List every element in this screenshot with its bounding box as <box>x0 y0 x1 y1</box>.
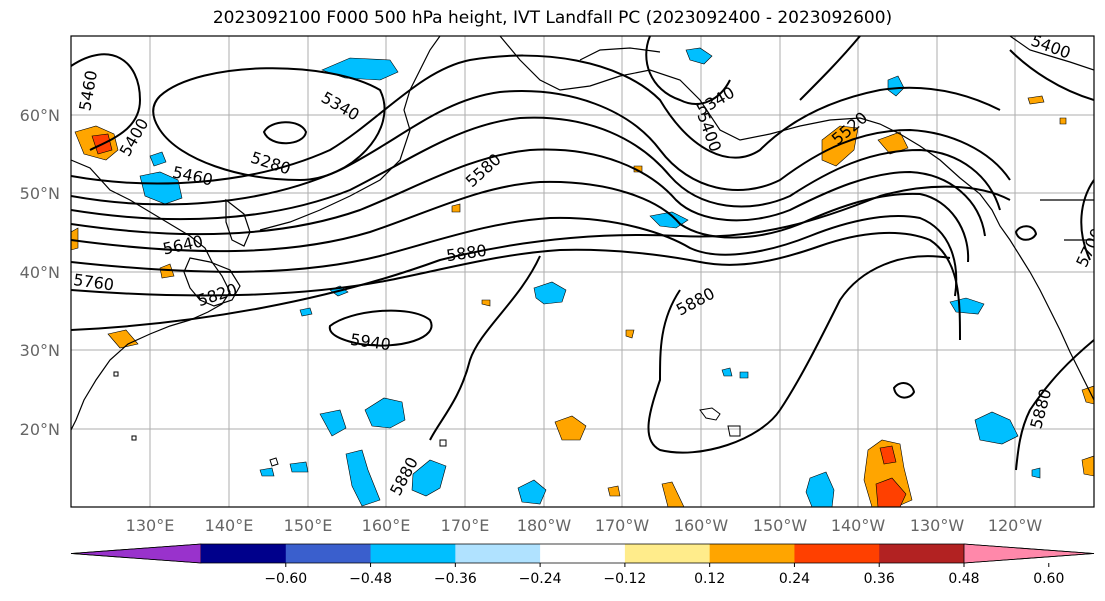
colorbar-tick-label: −0.60 <box>264 571 307 587</box>
ivt-positive-shading <box>71 95 1094 507</box>
colorbar-tick-label: −0.48 <box>349 571 392 587</box>
colorbar-outline <box>70 543 1095 564</box>
lon-label: 160°E <box>362 516 411 535</box>
height-contours <box>71 36 1094 471</box>
colorbar-tick-label: 0.24 <box>779 571 810 587</box>
lat-label: 60°N <box>20 106 60 125</box>
lon-label: 130°E <box>126 516 175 535</box>
lon-label: 170°E <box>441 516 490 535</box>
lon-label: 120°W <box>988 516 1043 535</box>
lat-label: 50°N <box>20 184 60 203</box>
map-border <box>70 35 1095 508</box>
lon-label: 140°W <box>831 516 886 535</box>
colorbar-segment <box>455 544 541 563</box>
colorbar: −0.60 −0.48 −0.36 −0.24 −0.12 0.12 0.24 0.36 0.4… <box>70 543 1095 587</box>
colorbar-tick-label: −0.12 <box>603 571 646 587</box>
colorbar-tick-label: 0.60 <box>1033 571 1064 587</box>
colorbar-tick-label: −0.36 <box>434 571 477 587</box>
colorbar-tick-label: 0.12 <box>694 571 725 587</box>
lat-label: 30°N <box>20 341 60 360</box>
lon-label: 140°E <box>205 516 254 535</box>
lon-label: 160°W <box>674 516 729 535</box>
colorbar-tick-label: 0.48 <box>948 571 979 587</box>
lat-label: 20°N <box>20 420 60 439</box>
lat-label: 40°N <box>20 263 60 282</box>
coastlines <box>71 36 1094 431</box>
colorbar-tick-label: −0.24 <box>519 571 562 587</box>
colorbar-segment <box>285 544 372 563</box>
colorbar-segment <box>201 544 287 563</box>
longitude-labels: 130°E 140°E 150°E 160°E 170°E 180°W 170°… <box>126 516 1043 535</box>
colorbar-segment <box>370 544 456 563</box>
lon-label: 150°E <box>284 516 333 535</box>
colorbar-segment <box>70 543 202 564</box>
colorbar-segment <box>709 544 795 563</box>
colorbar-segment <box>879 544 965 563</box>
lon-label: 170°W <box>595 516 650 535</box>
gridlines <box>71 36 1094 507</box>
colorbar-segment <box>963 543 1095 564</box>
lon-label: 150°W <box>753 516 808 535</box>
colorbar-segment <box>624 544 711 563</box>
lon-label: 180°W <box>517 516 572 535</box>
colorbar-tick-label: 0.36 <box>864 571 895 587</box>
lon-label: 130°W <box>910 516 965 535</box>
latitude-labels: 60°N 50°N 40°N 30°N 20°N <box>20 106 60 439</box>
colorbar-segment <box>794 544 880 563</box>
islands <box>113 371 741 467</box>
map-title: 2023092100 F000 500 hPa height, IVT Land… <box>212 8 893 28</box>
colorbar-segment <box>540 544 626 563</box>
